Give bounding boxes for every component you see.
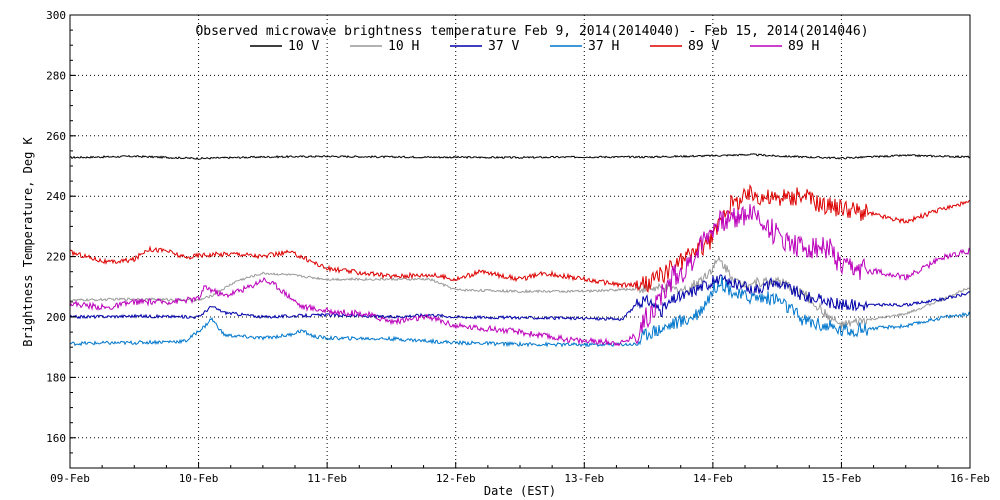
- legend-label: 89 H: [788, 39, 819, 54]
- y-tick-label: 160: [46, 432, 66, 445]
- legend-label: 10 V: [288, 39, 319, 54]
- y-tick-label: 280: [46, 69, 66, 82]
- x-tick-label: 12-Feb: [436, 472, 476, 485]
- y-tick-label: 200: [46, 311, 66, 324]
- x-tick-label: 15-Feb: [822, 472, 862, 485]
- legend-label: 89 V: [688, 39, 719, 54]
- x-tick-label: 13-Feb: [564, 472, 604, 485]
- y-axis-title: Brightness Temperature, Deg K: [21, 136, 35, 346]
- y-tick-label: 180: [46, 371, 66, 384]
- x-tick-label: 16-Feb: [950, 472, 990, 485]
- series-layer: [69, 153, 971, 348]
- series-line-89-h: [69, 204, 971, 347]
- legend-label: 10 H: [388, 39, 419, 54]
- x-tick-label: 10-Feb: [179, 472, 219, 485]
- legend: 10 V 10 H 37 V 37 H 89 V 89 H: [250, 39, 819, 54]
- y-tick-label: 240: [46, 190, 66, 203]
- series-line-89-v: [69, 183, 971, 293]
- y-tick-label: 300: [46, 9, 66, 22]
- series-line-37-h: [69, 276, 971, 348]
- chart-title: Observed microwave brightness temperatur…: [195, 24, 868, 39]
- x-tick-label: 14-Feb: [693, 472, 733, 485]
- ticks: 09-Feb 10-Feb 11-Feb 12-Feb 13-Feb 14-Feb 15-F…: [46, 9, 990, 485]
- x-axis-title: Date (EST): [484, 484, 556, 498]
- legend-label: 37 V: [488, 39, 519, 54]
- x-tick-label: 09-Feb: [50, 472, 90, 485]
- y-tick-label: 260: [46, 130, 66, 143]
- series-line-10-v: [70, 153, 971, 160]
- series-line-37-v: [69, 274, 971, 322]
- x-tick-label: 11-Feb: [307, 472, 347, 485]
- y-tick-label: 220: [46, 251, 66, 264]
- legend-label: 37 H: [588, 39, 619, 54]
